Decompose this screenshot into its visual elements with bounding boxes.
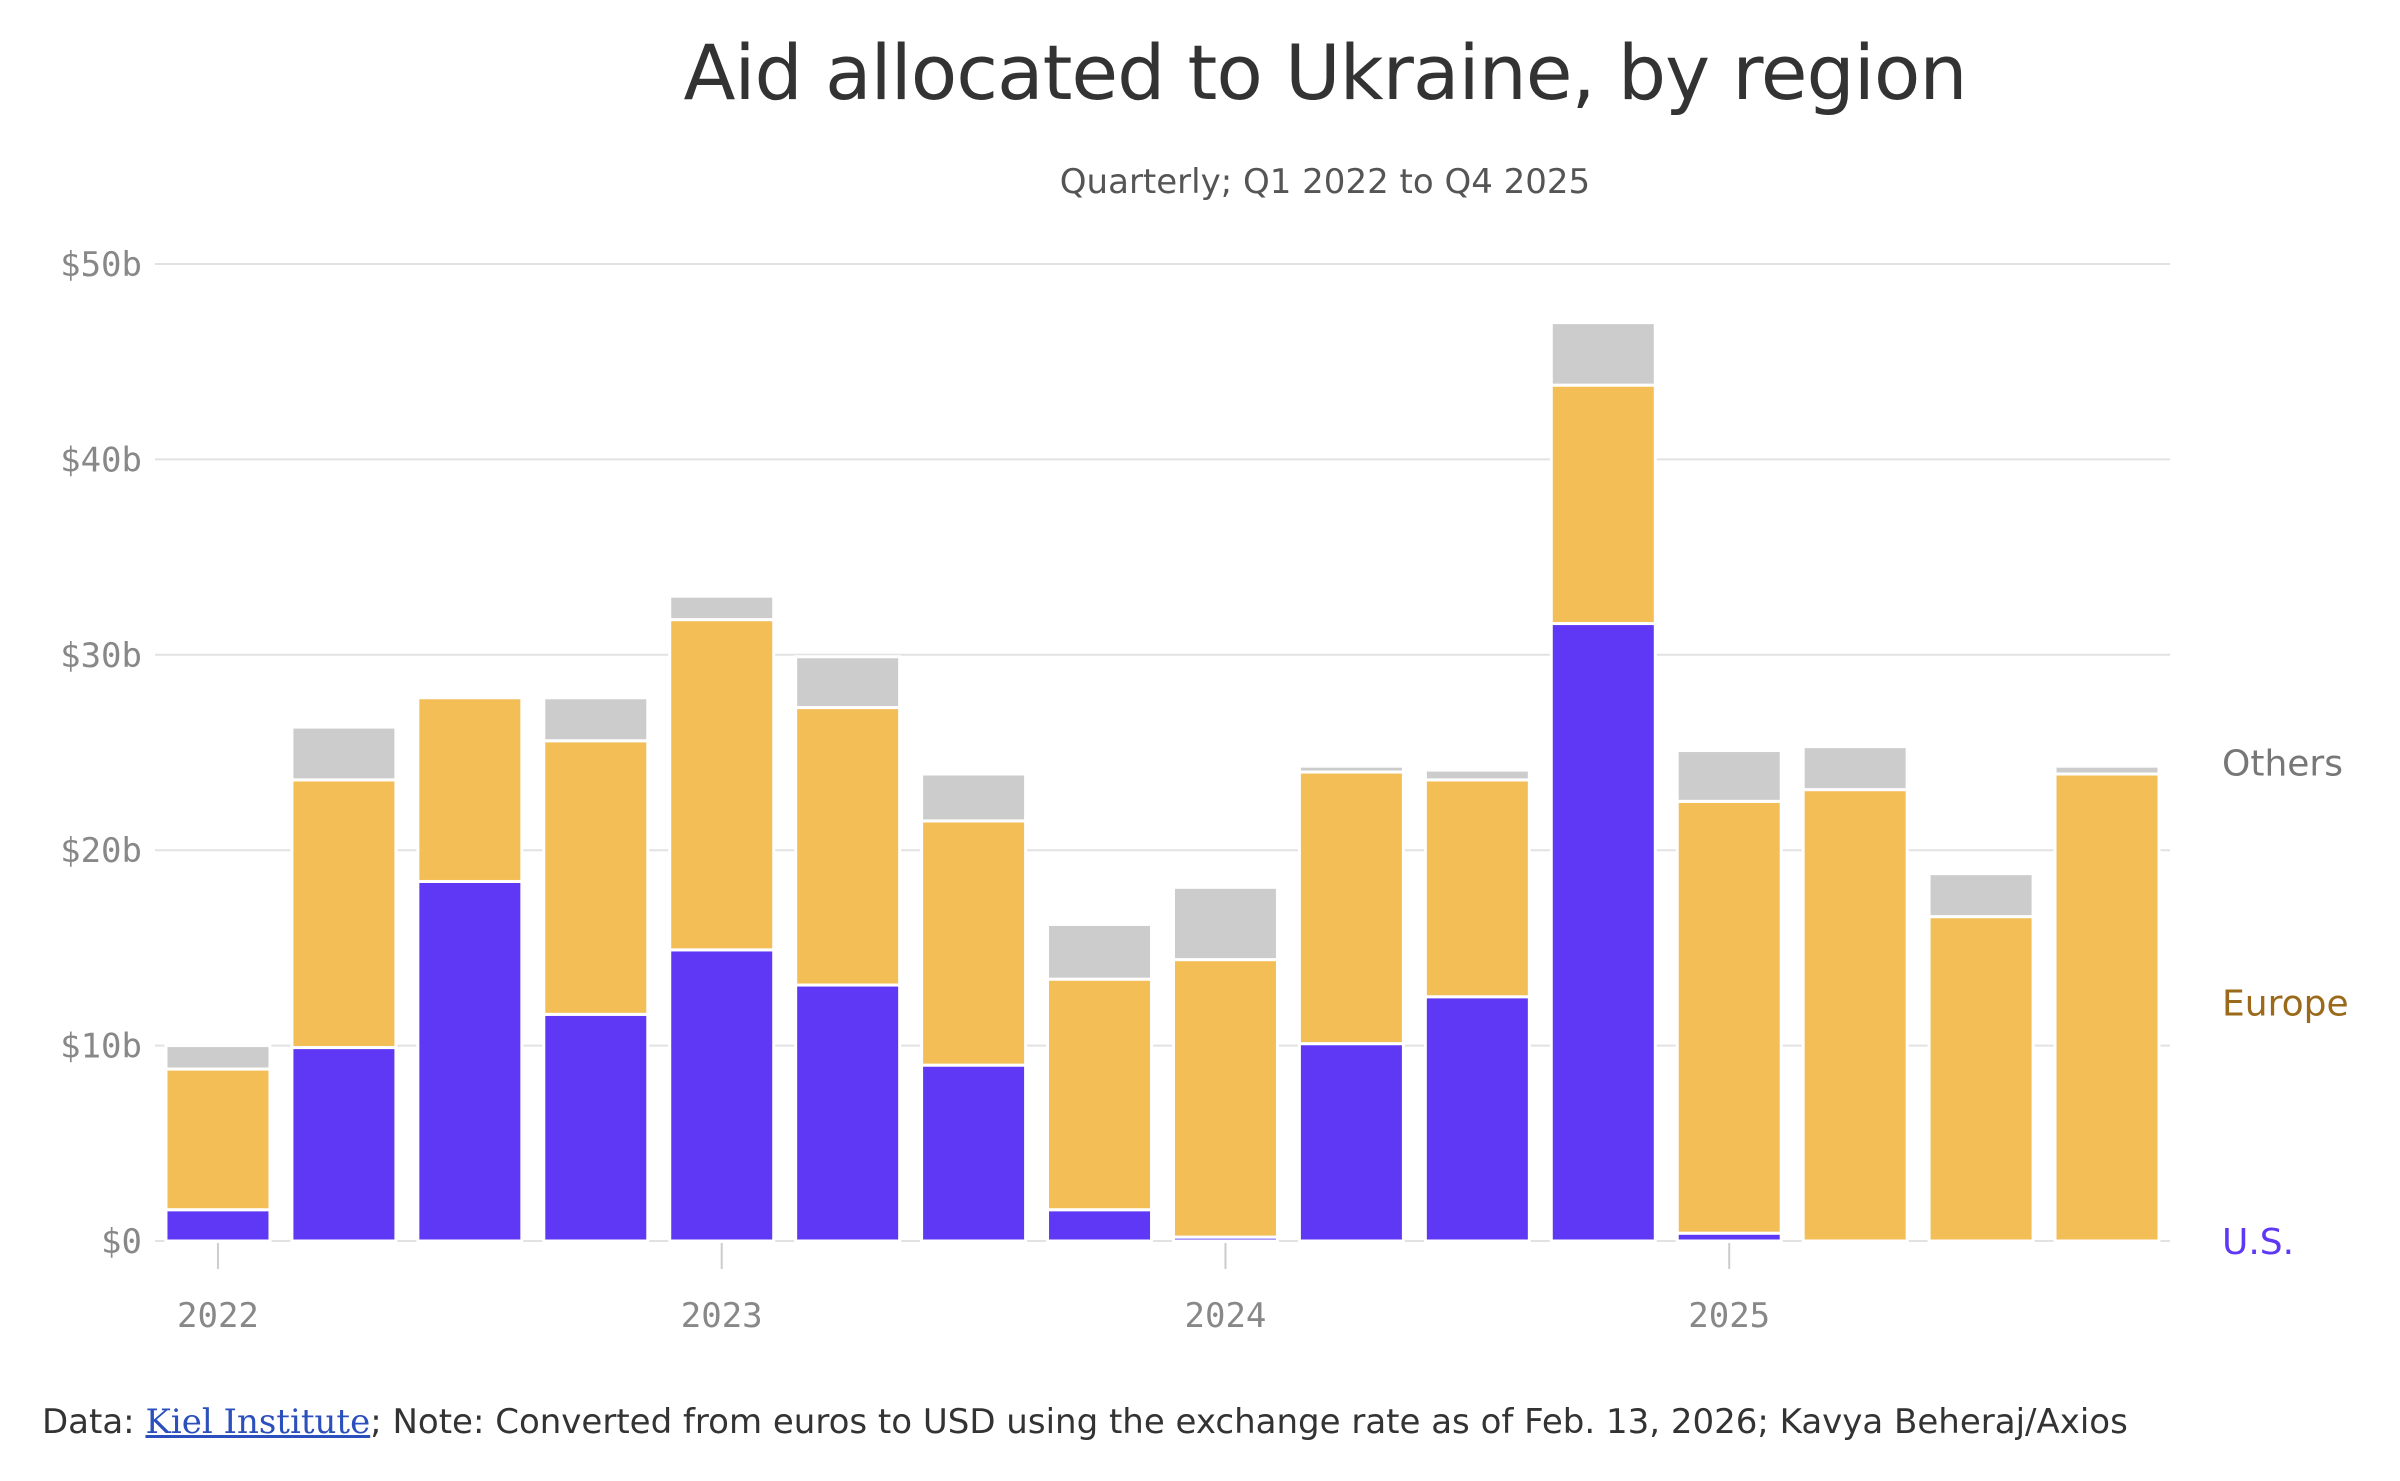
bar-segment [542,739,650,1016]
y-tick-label: $20b [60,831,142,871]
bar-segment [1927,872,2035,919]
bar-segment [794,983,902,1243]
x-tick-label: 2025 [1688,1296,1770,1336]
bar-segment [920,772,1028,823]
bar-segment [1423,768,1531,782]
bar-segment [164,1067,272,1212]
bar-segment [1549,622,1657,1243]
bar-segment [794,706,902,987]
bar-segment [1549,321,1657,387]
bar-segment [1423,995,1531,1243]
chart-title: Aid allocated to Ukraine, by region [683,28,1967,117]
bar-segment [920,1063,1028,1243]
bar-segment [1549,383,1657,626]
bar-segment [920,819,1028,1067]
bar-segment [1927,915,2035,1243]
footer-suffix: ; Note: Converted from euros to USD usin… [370,1402,2128,1442]
bar-segment [1046,922,1154,981]
bar-segment [1297,770,1405,1046]
bar-segment [416,879,524,1243]
legend-label: Others [2222,743,2343,784]
bar-segment [1297,764,1405,774]
bar-segment [668,594,776,622]
legend-label: Europe [2222,984,2349,1025]
bar-segment [1297,1042,1405,1243]
bar-segment [2053,772,2161,1243]
y-tick-label: $10b [60,1027,142,1067]
bar-segment [542,696,650,743]
x-tick-label: 2023 [681,1296,763,1336]
x-tick-label: 2022 [177,1296,259,1336]
bar-segment [164,1044,272,1071]
bar-segment [416,696,524,883]
bar-segment [1801,788,1909,1243]
footer-prefix: Data: [42,1402,146,1442]
y-tick-label: $40b [60,440,142,480]
bar-segment [1171,958,1279,1239]
bar-segment [290,778,398,1050]
bar-segment [164,1208,272,1243]
chart-subtitle: Quarterly; Q1 2022 to Q4 2025 [1059,162,1591,202]
x-tick-label: 2024 [1185,1296,1267,1336]
bar-segment [290,1046,398,1243]
y-tick-label: $50b [60,245,142,285]
y-tick-label: $30b [60,636,142,676]
bar-segment [668,618,776,952]
bar-segment [1801,745,1909,792]
legend-label: U.S. [2222,1222,2294,1263]
bar-segment [2053,764,2161,776]
bar-segment [1675,749,1783,803]
bar-segment [290,725,398,782]
bar-segment [1046,977,1154,1212]
bar-segment [1423,778,1531,999]
y-tick-label: $0 [101,1222,142,1262]
bar-segment [794,655,902,710]
source-link[interactable]: Kiel Institute [145,1402,371,1442]
footer-note: Data: Kiel Institute; Note: Converted fr… [42,1402,2128,1442]
bar-segment [542,1012,650,1243]
bar-segment [1675,799,1783,1235]
bar-segment [1171,885,1279,962]
bar-segment [1046,1208,1154,1243]
bar-segment [668,948,776,1243]
